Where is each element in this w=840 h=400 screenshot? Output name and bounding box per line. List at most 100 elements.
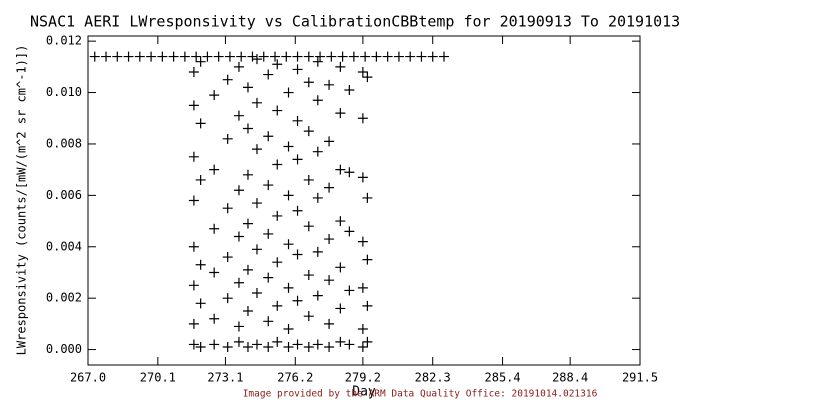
point: [292, 249, 303, 260]
point: [371, 51, 382, 62]
x-tick-label: 279.2: [345, 371, 381, 385]
point: [251, 54, 262, 65]
point: [222, 133, 233, 144]
point: [179, 51, 190, 62]
point: [233, 110, 244, 121]
point: [382, 51, 393, 62]
y-tick-label: 0.006: [46, 188, 82, 202]
point: [233, 321, 244, 332]
point: [236, 51, 247, 62]
y-tick-label: 0.004: [46, 239, 82, 253]
point: [270, 51, 281, 62]
point: [209, 164, 220, 175]
point: [272, 257, 283, 268]
point: [335, 303, 346, 314]
point: [344, 285, 355, 296]
point: [209, 267, 220, 278]
point: [222, 252, 233, 263]
point: [303, 126, 314, 137]
point: [202, 51, 213, 62]
point: [303, 51, 314, 62]
point: [357, 172, 368, 183]
x-tick-label: 285.4: [485, 371, 521, 385]
point: [362, 336, 373, 347]
point: [292, 339, 303, 350]
x-tick-label: 273.1: [207, 371, 243, 385]
point: [233, 231, 244, 242]
point: [242, 306, 253, 317]
point: [324, 182, 335, 193]
point: [209, 313, 220, 324]
point: [303, 77, 314, 88]
x-tick-label: 267.0: [70, 371, 106, 385]
point: [335, 164, 346, 175]
point: [335, 108, 346, 119]
point: [89, 51, 100, 62]
point: [312, 192, 323, 203]
point: [283, 282, 294, 293]
point: [195, 174, 206, 185]
point: [324, 79, 335, 90]
point: [344, 339, 355, 350]
point: [272, 300, 283, 311]
point: [272, 210, 283, 221]
point: [357, 282, 368, 293]
y-tick-label: 0.010: [46, 85, 82, 99]
point: [233, 336, 244, 347]
point: [324, 275, 335, 286]
point: [292, 295, 303, 306]
point: [251, 97, 262, 108]
x-axis-label: Day: [352, 385, 376, 400]
point: [312, 290, 323, 301]
point: [242, 123, 253, 134]
point: [303, 311, 314, 322]
point: [242, 169, 253, 180]
point: [362, 254, 373, 265]
point: [312, 146, 323, 157]
y-tick-label: 0.002: [46, 291, 82, 305]
point: [123, 51, 134, 62]
y-tick-label: 0.012: [46, 34, 82, 48]
x-tick-label: 288.4: [552, 371, 588, 385]
point: [292, 64, 303, 75]
point: [195, 56, 206, 67]
point: [292, 205, 303, 216]
point: [188, 100, 199, 111]
point: [283, 87, 294, 98]
point: [283, 239, 294, 250]
point: [335, 216, 346, 227]
point: [315, 51, 326, 62]
point: [263, 316, 274, 327]
point: [335, 61, 346, 72]
point: [263, 272, 274, 283]
point: [324, 136, 335, 147]
point: [357, 113, 368, 124]
point: [405, 51, 416, 62]
point: [292, 154, 303, 165]
point: [272, 159, 283, 170]
point: [263, 131, 274, 142]
point: [188, 241, 199, 252]
point: [335, 262, 346, 273]
point: [303, 270, 314, 281]
point: [224, 51, 235, 62]
point: [362, 300, 373, 311]
point: [283, 342, 294, 353]
point: [283, 190, 294, 201]
point: [247, 51, 258, 62]
point: [360, 51, 371, 62]
point: [357, 342, 368, 353]
footer: Image provided by the ARM Data Quality O…: [243, 389, 598, 400]
y-axis-label: LWresponsivity (counts/[mW/(m^2 sr cm^-1…: [15, 45, 29, 356]
point: [157, 51, 168, 62]
point: [242, 342, 253, 353]
point: [263, 180, 274, 191]
point: [168, 51, 179, 62]
point: [292, 51, 303, 62]
point: [242, 218, 253, 229]
point: [335, 336, 346, 347]
point: [303, 174, 314, 185]
point: [303, 342, 314, 353]
